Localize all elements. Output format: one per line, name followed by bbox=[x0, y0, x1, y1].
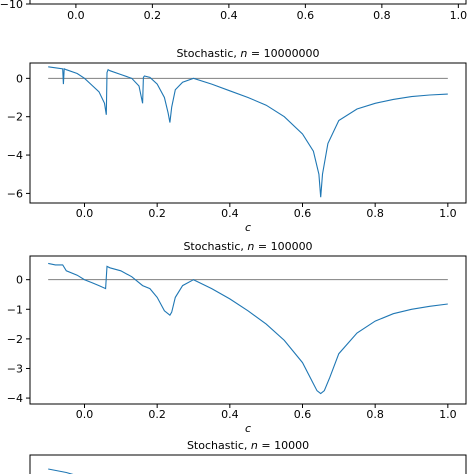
x-tick-label: 0.2 bbox=[144, 9, 162, 22]
panel-n10000000-frame bbox=[29, 62, 467, 204]
x-tick-label: 1.0 bbox=[439, 408, 457, 421]
x-tick-label: 0.8 bbox=[366, 207, 384, 220]
x-tick-label: 0.4 bbox=[221, 408, 239, 421]
x-tick-label: 0.2 bbox=[148, 408, 166, 421]
panel-n100000-x-ticks: 0.0 0.2 0.4 0.6 0.8 1.0 bbox=[76, 404, 457, 421]
panel-top-partial: −10 0.0 0.2 0.4 0.6 0.8 1.0 bbox=[0, 0, 467, 22]
x-tick-label: 0.4 bbox=[221, 207, 239, 220]
y-tick-label: 0 bbox=[16, 72, 23, 85]
x-tick-label: 0.0 bbox=[76, 207, 94, 220]
panel-n10000: Stochastic, n = 10000 bbox=[29, 439, 467, 474]
x-tick-label: 0.0 bbox=[67, 9, 85, 22]
x-tick-label: 1.0 bbox=[450, 9, 468, 22]
y-tick-label: −6 bbox=[7, 187, 23, 200]
panel-n100000-title: Stochastic, n = 100000 bbox=[183, 240, 312, 253]
x-tick-label: 0.4 bbox=[220, 9, 238, 22]
y-tick-label: −2 bbox=[7, 333, 23, 346]
panel-n100000-series-line bbox=[48, 262, 448, 395]
panel-n10000000-x-ticks: 0.0 0.2 0.4 0.6 0.8 1.0 bbox=[76, 203, 457, 220]
panel-n100000-y-ticks: 0 −1 −2 −3 −4 bbox=[7, 274, 30, 405]
x-tick-label: 0.8 bbox=[373, 9, 391, 22]
panel-n100000: Stochastic, n = 100000 0−1−2−3−4 0.0 0.2 0… bbox=[7, 240, 467, 435]
x-tick-label: 0.2 bbox=[148, 207, 166, 220]
panel-n10000000-x-label: c bbox=[245, 221, 251, 234]
panel-n10000-frame bbox=[29, 454, 467, 474]
y-tick-label: −4 bbox=[7, 392, 23, 405]
panel-top-x-ticks: 0.0 0.2 0.4 0.6 0.8 1.0 bbox=[67, 4, 467, 22]
y-tick-label: −4 bbox=[7, 149, 23, 162]
x-tick-label: 0.8 bbox=[366, 408, 384, 421]
panel-top-frame bbox=[29, 0, 467, 5]
y-tick-label: −3 bbox=[7, 362, 23, 375]
panel-n10000000-title: Stochastic, n = 10000000 bbox=[176, 47, 319, 60]
x-tick-label: 0.6 bbox=[297, 9, 315, 22]
panel-n10000000-y-ticks: 0 −2 −4 −6 bbox=[7, 72, 30, 200]
panel-n100000-x-label: c bbox=[245, 422, 251, 435]
y-tick-label: −1 bbox=[7, 303, 23, 316]
x-tick-label: 0.6 bbox=[294, 408, 312, 421]
panel-top-y-ticks: −10 bbox=[0, 0, 30, 11]
panel-n100000-frame bbox=[29, 255, 467, 405]
x-tick-label: 0.0 bbox=[76, 408, 94, 421]
panel-n10000-series-line bbox=[48, 468, 74, 474]
y-tick-label: 0 bbox=[16, 274, 23, 287]
panel-n10000000-series-line bbox=[48, 66, 448, 198]
y-tick-label: −2 bbox=[7, 111, 23, 124]
y-tick-label: −10 bbox=[0, 0, 23, 11]
x-tick-label: 1.0 bbox=[439, 207, 457, 220]
panel-n10000000: Stochastic, n = 10000000 0−2−4−6 0.0 0.2 0… bbox=[7, 47, 467, 234]
panel-n10000-title: Stochastic, n = 10000 bbox=[187, 439, 309, 452]
x-tick-label: 0.6 bbox=[294, 207, 312, 220]
